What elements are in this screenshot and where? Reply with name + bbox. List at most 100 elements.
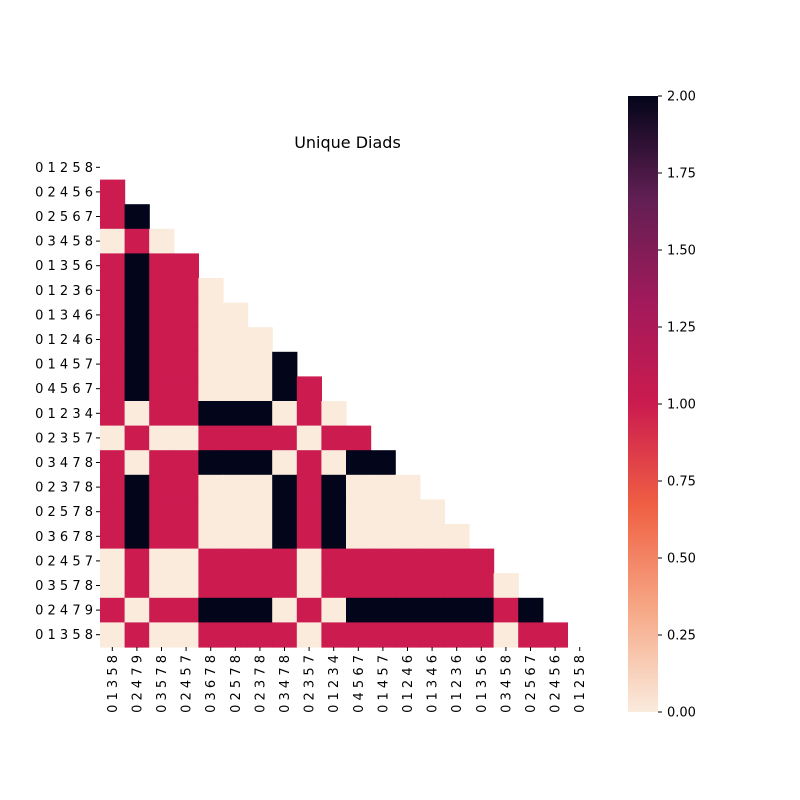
heatmap-cell bbox=[419, 524, 445, 550]
y-tick-label: 0 3 6 7 8 bbox=[35, 530, 93, 545]
heatmap-cell bbox=[493, 597, 519, 623]
heatmap-cell bbox=[198, 622, 224, 648]
y-tick-label: 0 2 3 7 8 bbox=[35, 481, 93, 496]
colorbar-tick-label: 1.75 bbox=[667, 167, 696, 182]
heatmap-cell bbox=[272, 401, 298, 427]
heatmap-cell bbox=[247, 499, 273, 525]
heatmap-cell bbox=[124, 622, 150, 648]
heatmap-cell bbox=[173, 450, 199, 476]
heatmap-cell bbox=[469, 622, 495, 648]
y-tick-label: 0 1 3 5 6 bbox=[35, 259, 93, 274]
x-axis: 0 1 3 5 8 0 2 4 7 9 0 3 5 7 8 0 2 4 5 7 0 3 … bbox=[106, 647, 588, 713]
heatmap-cell bbox=[223, 351, 249, 377]
heatmap-cell bbox=[198, 573, 224, 599]
heatmap-cell bbox=[272, 499, 298, 525]
heatmap-cell bbox=[247, 597, 273, 623]
colorbar bbox=[628, 96, 658, 712]
heatmap-cell bbox=[444, 524, 470, 550]
heatmap-cell bbox=[100, 351, 126, 377]
heatmap-cell bbox=[346, 597, 372, 623]
heatmap-cell bbox=[223, 302, 249, 328]
y-tick-label: 0 1 2 5 8 bbox=[35, 161, 93, 176]
heatmap-cell bbox=[124, 401, 150, 427]
heatmap-cell bbox=[247, 548, 273, 574]
heatmap-cell bbox=[518, 622, 544, 648]
y-tick-label: 0 2 4 5 7 bbox=[35, 554, 93, 569]
x-tick-label: 0 3 5 7 8 bbox=[155, 655, 170, 713]
heatmap-cell bbox=[124, 524, 150, 550]
heatmap-cell bbox=[469, 548, 495, 574]
heatmap-cell bbox=[321, 450, 347, 476]
heatmap-cell bbox=[149, 327, 175, 353]
heatmap-cell bbox=[272, 573, 298, 599]
x-tick-label: 0 2 5 7 8 bbox=[229, 655, 244, 713]
x-tick-label: 0 2 3 7 8 bbox=[253, 655, 268, 713]
heatmap-cell bbox=[198, 351, 224, 377]
heatmap-cell bbox=[173, 524, 199, 550]
y-tick-label: 0 2 4 5 6 bbox=[35, 185, 93, 200]
heatmap-cell bbox=[124, 278, 150, 304]
heatmap-cell bbox=[198, 302, 224, 328]
heatmap-cell bbox=[100, 597, 126, 623]
x-tick-label: 0 3 4 7 8 bbox=[278, 655, 293, 713]
heatmap-cell bbox=[223, 376, 249, 402]
heatmap-cell bbox=[272, 622, 298, 648]
heatmap-cell bbox=[149, 548, 175, 574]
colorbar-tick-label: 2.00 bbox=[667, 90, 696, 105]
y-tick-label: 0 1 3 4 6 bbox=[35, 308, 93, 323]
heatmap-cell bbox=[321, 622, 347, 648]
x-tick-label: 0 1 3 5 6 bbox=[475, 655, 490, 713]
heatmap-cell bbox=[542, 622, 568, 648]
heatmap-cell bbox=[173, 474, 199, 500]
colorbar-tick-label: 0.00 bbox=[667, 706, 696, 721]
heatmap-cell bbox=[149, 278, 175, 304]
y-tick-label: 0 1 2 3 6 bbox=[35, 284, 93, 299]
heatmap-cell bbox=[173, 327, 199, 353]
heatmap-cell bbox=[100, 401, 126, 427]
heatmap-cell bbox=[370, 450, 396, 476]
y-tick-label: 0 2 3 5 7 bbox=[35, 431, 93, 446]
heatmap-cell bbox=[124, 204, 150, 230]
heatmap-cell bbox=[149, 597, 175, 623]
y-tick-label: 0 1 2 3 4 bbox=[35, 407, 93, 422]
heatmap-cell bbox=[247, 376, 273, 402]
heatmap-cell bbox=[198, 327, 224, 353]
heatmap-cell bbox=[124, 376, 150, 402]
heatmap-cell bbox=[272, 597, 298, 623]
x-tick-label: 0 3 4 5 8 bbox=[499, 655, 514, 713]
x-tick-label: 0 1 3 4 6 bbox=[426, 655, 441, 713]
heatmap-cell bbox=[321, 597, 347, 623]
heatmap-cell bbox=[223, 548, 249, 574]
heatmap-cell bbox=[198, 278, 224, 304]
heatmap-cell bbox=[370, 597, 396, 623]
heatmap-cell bbox=[100, 548, 126, 574]
heatmap-cell bbox=[370, 573, 396, 599]
heatmap-cell bbox=[395, 499, 421, 525]
heatmap-cell bbox=[444, 597, 470, 623]
heatmap-cell bbox=[124, 548, 150, 574]
heatmap-cell bbox=[100, 450, 126, 476]
heatmap-cell bbox=[124, 499, 150, 525]
heatmap-cell bbox=[296, 376, 322, 402]
heatmap-cell bbox=[444, 622, 470, 648]
heatmap-cell bbox=[198, 401, 224, 427]
heatmap-cell bbox=[247, 573, 273, 599]
heatmap-cell bbox=[346, 499, 372, 525]
heatmap-cell bbox=[149, 425, 175, 451]
y-tick-label: 0 2 5 7 8 bbox=[35, 505, 93, 520]
heatmap-cell bbox=[198, 499, 224, 525]
heatmap-cell bbox=[493, 622, 519, 648]
heatmap-cell bbox=[272, 474, 298, 500]
heatmap-cell bbox=[100, 499, 126, 525]
heatmap-cell bbox=[321, 499, 347, 525]
heatmap-cell bbox=[149, 401, 175, 427]
heatmap-cell bbox=[124, 474, 150, 500]
heatmap-cell bbox=[100, 228, 126, 254]
y-tick-label: 0 1 4 5 7 bbox=[35, 358, 93, 373]
heatmap-cell bbox=[296, 622, 322, 648]
x-tick-label: 0 1 2 3 4 bbox=[327, 655, 342, 713]
x-tick-label: 0 2 4 7 9 bbox=[130, 655, 145, 713]
heatmap-cell bbox=[223, 327, 249, 353]
heatmap-cell bbox=[247, 351, 273, 377]
